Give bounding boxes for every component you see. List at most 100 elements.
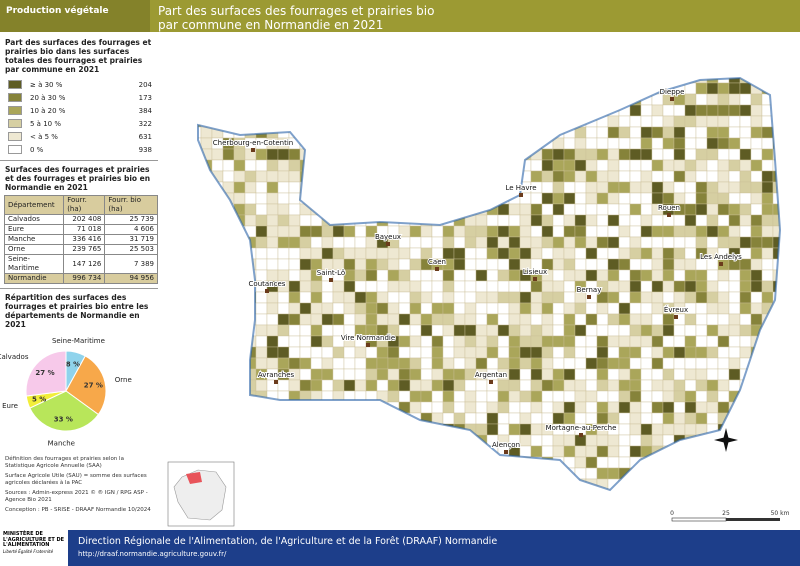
commune-cell <box>475 247 488 260</box>
commune-cell <box>233 467 246 480</box>
city-label: Lisieux <box>523 268 547 276</box>
commune-cell <box>310 115 323 128</box>
table-cell: 94 956 <box>104 273 158 284</box>
commune-cell <box>552 445 565 458</box>
commune-cell <box>255 258 268 271</box>
commune-cell <box>662 137 675 150</box>
commune-cell <box>750 258 763 271</box>
commune-cell <box>497 412 510 425</box>
inset-map <box>167 461 235 527</box>
commune-cell <box>486 346 499 359</box>
commune-cell <box>211 401 224 414</box>
table-cell: 25 503 <box>104 244 158 255</box>
commune-cell <box>761 346 774 359</box>
legend-label: 5 à 10 % <box>30 119 61 128</box>
commune-cell <box>255 412 268 425</box>
commune-cell <box>420 313 433 326</box>
commune-cell <box>200 192 213 205</box>
commune-cell <box>717 192 730 205</box>
commune-cell <box>695 269 708 282</box>
commune-cell <box>607 247 620 260</box>
commune-cell <box>464 247 477 260</box>
commune-cell <box>233 357 246 370</box>
commune-cell <box>673 335 686 348</box>
commune-cell <box>222 115 235 128</box>
commune-cell <box>200 335 213 348</box>
commune-cell <box>717 159 730 172</box>
commune-cell <box>464 478 477 490</box>
commune-cell <box>739 423 752 436</box>
commune-cell <box>706 192 719 205</box>
slice-category-label: Orne <box>115 376 132 384</box>
commune-cell <box>376 214 389 227</box>
footer-url[interactable]: http://draaf.normandie.agriculture.gouv.… <box>78 550 227 558</box>
commune-cell <box>354 401 367 414</box>
commune-cell <box>739 467 752 480</box>
commune-cell <box>409 78 422 84</box>
commune-cell <box>662 280 675 293</box>
commune-cell <box>211 346 224 359</box>
commune-cell <box>211 302 224 315</box>
commune-cell <box>508 78 521 84</box>
commune-cell <box>332 313 345 326</box>
commune-cell <box>662 247 675 260</box>
commune-cell <box>486 126 499 139</box>
commune-cell <box>585 467 598 480</box>
commune-cell <box>486 401 499 414</box>
commune-cell <box>607 203 620 216</box>
commune-cell <box>530 434 543 447</box>
commune-cell <box>618 203 631 216</box>
commune-cell <box>211 269 224 282</box>
commune-cell <box>222 434 235 447</box>
commune-cell <box>365 357 378 370</box>
commune-cell <box>442 390 455 403</box>
commune-cell <box>398 478 411 490</box>
commune-cell <box>244 467 257 480</box>
commune-cell <box>310 346 323 359</box>
commune-cell <box>475 104 488 117</box>
commune-cell <box>761 368 774 381</box>
commune-cell <box>409 93 422 106</box>
commune-cell <box>585 368 598 381</box>
commune-cell <box>784 83 795 94</box>
city-label: Mortagne-au-Perche <box>546 424 617 432</box>
commune-cell <box>618 324 631 337</box>
commune-cell <box>563 401 576 414</box>
commune-cell <box>277 236 290 249</box>
commune-cell <box>376 489 389 490</box>
commune-cell <box>453 269 466 282</box>
commune-cell <box>530 335 543 348</box>
commune-cell <box>277 489 290 490</box>
commune-cell <box>332 115 345 128</box>
commune-cell <box>784 424 795 435</box>
commune-cell <box>706 335 719 348</box>
commune-cell <box>464 78 477 84</box>
commune-cell <box>310 104 323 117</box>
commune-cell <box>255 434 268 447</box>
commune-cell <box>541 357 554 370</box>
commune-cell <box>728 269 741 282</box>
commune-cell <box>497 280 510 293</box>
commune-cell <box>530 291 543 304</box>
commune-cell <box>475 181 488 194</box>
commune-cell <box>508 423 521 436</box>
commune-cell <box>607 445 620 458</box>
commune-cell <box>530 478 543 490</box>
commune-cell <box>541 335 554 348</box>
commune-cell <box>486 93 499 106</box>
slice-value-label: 8 % <box>66 360 80 368</box>
commune-cell <box>717 280 730 293</box>
commune-cell <box>376 346 389 359</box>
commune-cell <box>486 82 499 95</box>
commune-cell <box>784 490 795 501</box>
commune-cell <box>618 302 631 315</box>
commune-cell <box>255 379 268 392</box>
commune-cell <box>277 412 290 425</box>
table-total: Normandie 996 734 94 956 <box>3 273 158 284</box>
commune-cell <box>222 379 235 392</box>
commune-cell <box>475 489 488 490</box>
commune-cell <box>662 115 675 128</box>
commune-cell <box>739 148 752 161</box>
commune-cell <box>618 78 631 84</box>
commune-cell <box>321 324 334 337</box>
